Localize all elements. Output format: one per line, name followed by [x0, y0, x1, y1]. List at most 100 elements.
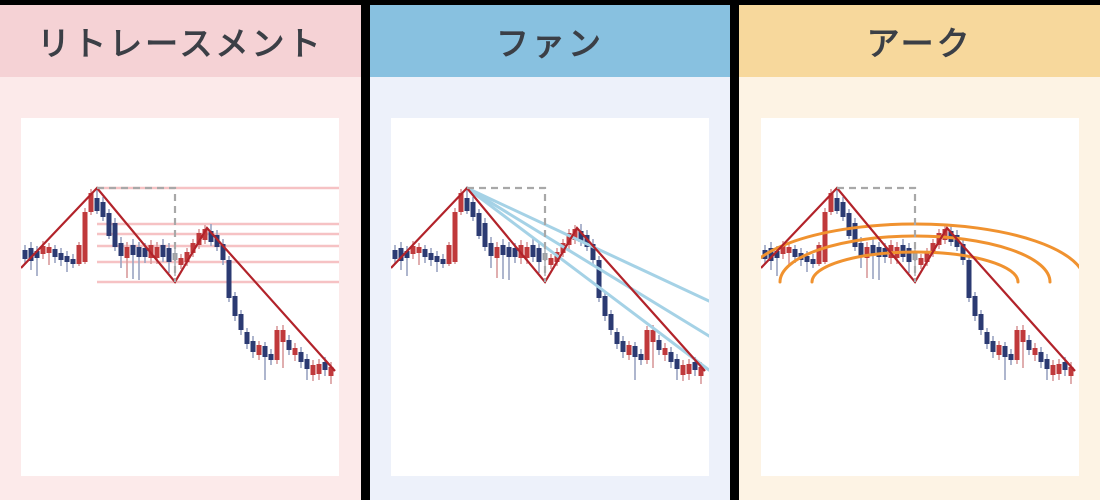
- candle-body: [536, 248, 542, 262]
- candle-body: [942, 229, 948, 240]
- candle-body: [662, 348, 668, 355]
- candle-body: [286, 340, 292, 350]
- candle-body: [428, 253, 434, 260]
- panel-retracement-title: リトレースメント: [37, 24, 324, 63]
- candle-body: [82, 212, 88, 262]
- candle-body: [40, 246, 46, 254]
- candles-group: [22, 188, 334, 384]
- candle-body: [76, 245, 82, 264]
- candle-body: [1056, 364, 1062, 374]
- candle-body: [936, 233, 942, 245]
- candle-body: [482, 223, 488, 247]
- candle-body: [632, 346, 638, 357]
- retracement-lines: [97, 186, 340, 284]
- arc-chart: [760, 118, 1079, 476]
- candle-body: [966, 260, 972, 298]
- candle-body: [840, 202, 846, 217]
- candle-body: [506, 247, 512, 257]
- candle-body: [990, 341, 996, 352]
- candle-body: [112, 223, 118, 247]
- candle-body: [310, 365, 316, 375]
- candle-body: [530, 245, 536, 257]
- candle-body: [590, 244, 596, 260]
- panel-fan-title: ファン: [496, 24, 604, 63]
- candle-body: [1020, 330, 1026, 342]
- candle-body: [864, 247, 870, 258]
- candle-body: [52, 249, 58, 257]
- candle-body: [870, 245, 876, 255]
- candle-body: [614, 332, 620, 344]
- candle-body: [1038, 352, 1044, 362]
- fan-chart: [391, 118, 709, 476]
- plot-background: [391, 118, 709, 476]
- candle-body: [792, 249, 798, 257]
- candle-body: [106, 213, 112, 236]
- fan-line: [465, 186, 709, 303]
- candle-body: [124, 247, 130, 258]
- candle-body: [638, 354, 644, 360]
- candle-body: [816, 245, 822, 264]
- fan-lines: [465, 186, 709, 372]
- candle-body: [686, 364, 692, 374]
- candle-body: [214, 235, 220, 247]
- candle-body: [262, 346, 268, 357]
- panel-arc: アーク: [739, 5, 1100, 500]
- arc-chart-frame: [760, 118, 1079, 476]
- candle-body: [644, 330, 650, 360]
- candle-body: [656, 340, 662, 350]
- candle-body: [512, 248, 518, 257]
- candle-body: [250, 341, 256, 352]
- candle-body: [650, 330, 656, 342]
- candle-body: [470, 202, 476, 217]
- candle-body: [416, 247, 422, 253]
- candle-body: [834, 198, 840, 211]
- candle-body: [94, 198, 100, 211]
- candle-body: [446, 245, 452, 264]
- candle-body: [674, 359, 680, 369]
- arc-curve: [810, 250, 1020, 284]
- candle-body: [202, 229, 208, 240]
- candle-body: [1014, 330, 1020, 360]
- candle-body: [464, 198, 470, 211]
- fan-line: [465, 186, 709, 338]
- candle-body: [828, 193, 834, 212]
- candle-body: [130, 245, 136, 255]
- candle-body: [804, 256, 810, 262]
- candle-body: [978, 314, 984, 330]
- candle-body: [434, 256, 440, 262]
- candle-body: [256, 345, 262, 355]
- fan-chart-frame: [391, 118, 709, 476]
- candle-body: [810, 259, 816, 264]
- candle-body: [392, 250, 398, 259]
- panel-arc-body: [739, 77, 1100, 500]
- candle-body: [1026, 340, 1032, 350]
- plot-background: [21, 118, 340, 476]
- candle-body: [136, 247, 142, 257]
- candle-body: [786, 247, 792, 253]
- panel-fan-body: [369, 77, 731, 500]
- candle-body: [626, 345, 632, 355]
- candle-body: [972, 296, 978, 316]
- candle-body: [924, 252, 930, 262]
- candle-body: [596, 260, 602, 298]
- panel-retracement: リトレースメント: [0, 5, 361, 500]
- panel-arc-header: アーク: [739, 5, 1100, 77]
- candle-body: [780, 246, 786, 254]
- candle-body: [238, 314, 244, 330]
- candle-body: [1002, 346, 1008, 357]
- candle-body: [768, 248, 774, 261]
- candle-body: [292, 348, 298, 355]
- candle-body: [1008, 354, 1014, 360]
- candle-body: [422, 249, 428, 257]
- candle-body: [166, 248, 172, 262]
- candle-body: [328, 367, 334, 376]
- candle-body: [852, 223, 858, 247]
- candle-body: [476, 213, 482, 236]
- fan-line: [465, 186, 709, 372]
- candle-body: [572, 229, 578, 240]
- candle-body: [488, 243, 494, 256]
- candle-body: [280, 330, 286, 342]
- candle-body: [398, 248, 404, 261]
- candle-body: [316, 364, 322, 374]
